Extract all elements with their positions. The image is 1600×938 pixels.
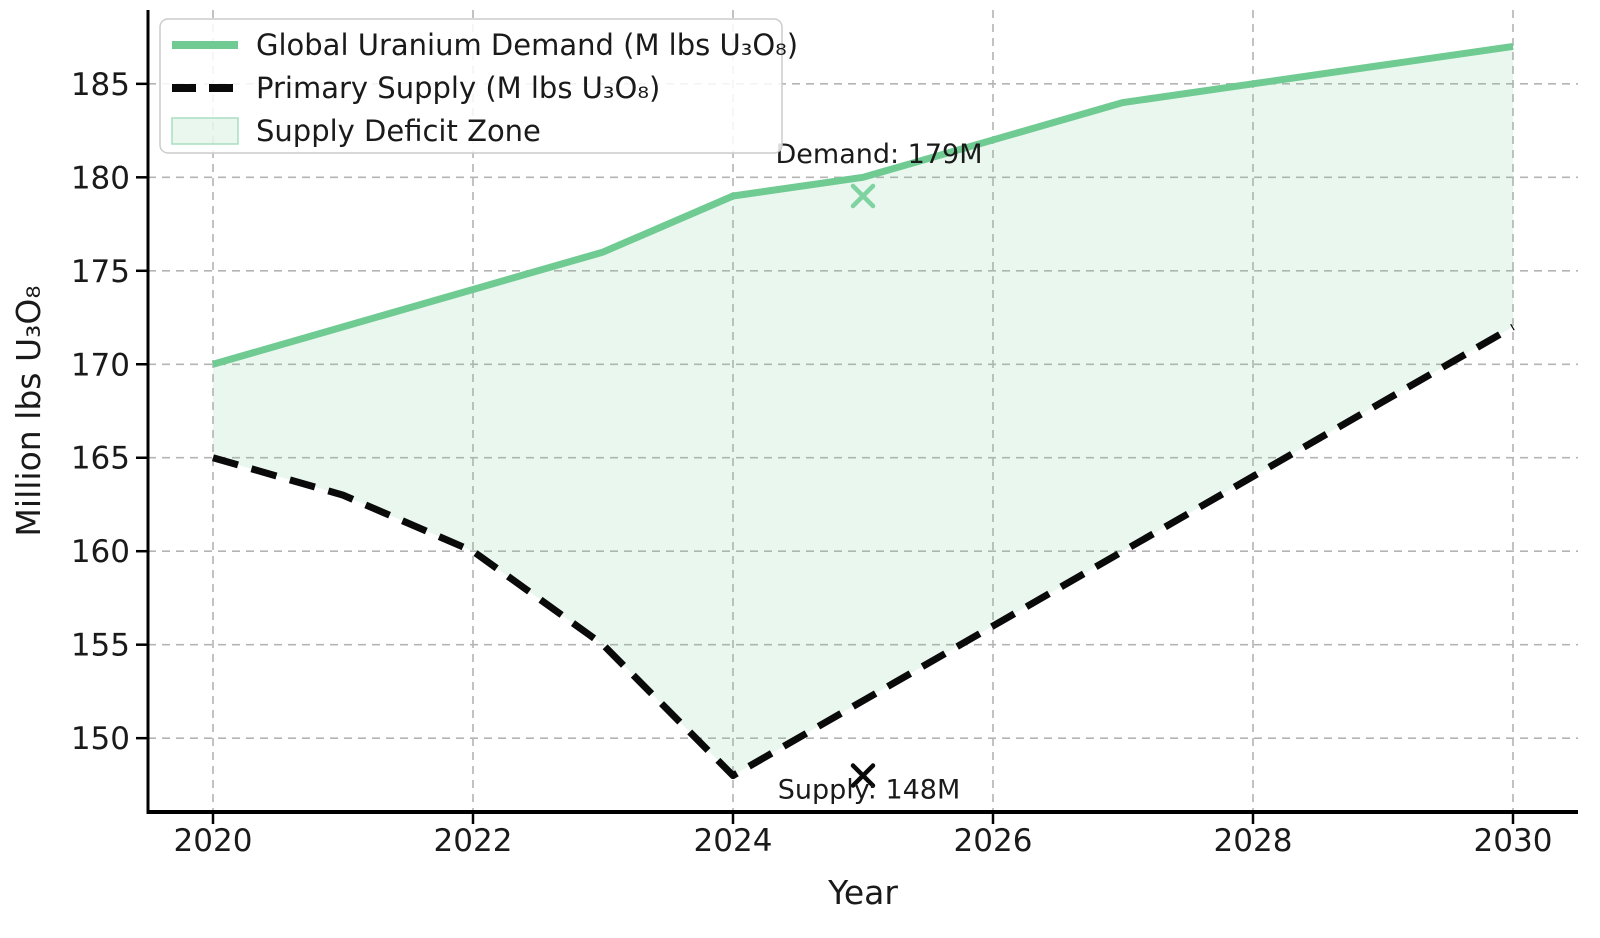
legend-swatch-patch <box>171 117 239 145</box>
x-tick-label: 2020 <box>174 823 253 859</box>
x-tick-label: 2026 <box>954 823 1033 859</box>
legend-label: Supply Deficit Zone <box>256 114 541 148</box>
legend-box <box>159 18 783 154</box>
tick-layer: 150 155 160 165 170 175 180 185 2020 2022 2024 2026… <box>71 67 1553 859</box>
y-tick-label: 160 <box>71 534 130 570</box>
y-tick-label: 150 <box>71 721 130 757</box>
annotation-layer: Demand: 179M Supply: 148M <box>775 139 982 806</box>
y-tick-label: 155 <box>71 628 130 664</box>
x-axis-label: Year <box>827 873 898 912</box>
annotation-text: Demand: 179M <box>775 139 982 170</box>
y-tick-label: 165 <box>71 441 130 477</box>
supply-line <box>212 323 1515 780</box>
annotation-text: Supply: 148M <box>778 775 961 806</box>
legend-layer: Global Uranium Demand (M lbs U₃O₈) Primar… <box>159 18 798 154</box>
y-tick-label: 185 <box>71 67 130 103</box>
x-tick-label: 2024 <box>694 823 773 859</box>
y-tick-label: 180 <box>71 160 130 196</box>
y-tick-label: 175 <box>71 254 130 290</box>
annotation-x-marker <box>850 183 876 209</box>
series-layer <box>212 42 1515 780</box>
demand-line <box>212 42 1514 368</box>
y-axis-label: Million lbs U₃O₈ <box>9 285 48 536</box>
annotation-x-marker <box>850 763 876 788</box>
x-tick-label: 2028 <box>1214 823 1293 859</box>
x-tick-label: 2030 <box>1474 823 1553 859</box>
supply-deficit-zone <box>213 46 1513 776</box>
deficit-fill-layer <box>213 46 1513 776</box>
axes-layer <box>146 10 1578 814</box>
y-tick-label: 170 <box>71 347 130 383</box>
legend-label: Global Uranium Demand (M lbs U₃O₈) <box>256 28 798 62</box>
legend-label: Primary Supply (M lbs U₃O₈) <box>256 71 660 105</box>
x-tick-label: 2022 <box>434 823 513 859</box>
